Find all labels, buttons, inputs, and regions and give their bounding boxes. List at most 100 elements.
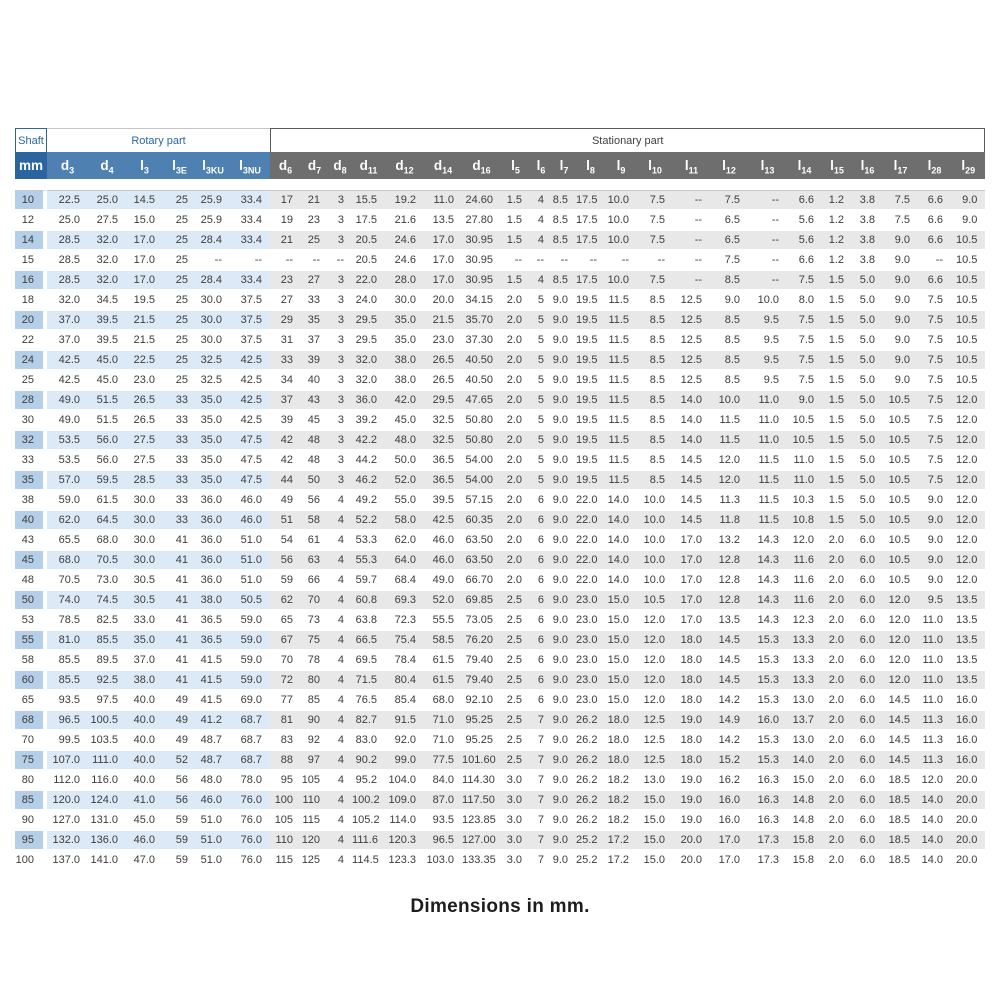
table-row-shaft-18: 18 32.0 34.5 19.5 25 30.0 37.5 27 33 3 24.0 30.0 20.…: [15, 291, 986, 311]
table-cell: 27: [301, 271, 329, 291]
table-row-shaft-58: 58 85.5 89.5 37.0 41 41.5 59.0 70 78 4 69.5 78.4 61.…: [15, 651, 986, 671]
table-cell: 36.0: [196, 491, 230, 511]
table-cell: 57.0: [47, 471, 88, 491]
table-cell: 11.0: [787, 471, 823, 491]
table-cell: 85.5: [47, 651, 88, 671]
table-cell: 11.5: [605, 291, 638, 311]
table-cell: 90: [301, 711, 329, 731]
table-cell: 4: [328, 691, 353, 711]
table-cell: 12.8: [710, 551, 749, 571]
table-cell: 4: [328, 751, 353, 771]
table-cell: --: [230, 251, 271, 271]
table-cell: 4: [328, 811, 353, 831]
table-cell: 97: [301, 751, 329, 771]
table-cell: 9.0: [883, 271, 919, 291]
table-cell: 24.60: [462, 190, 502, 211]
table-cell: 5.0: [852, 431, 884, 451]
table-cell: 5: [530, 451, 553, 471]
table-cell: 10.0: [637, 531, 674, 551]
table-cell: 18.0: [605, 731, 638, 751]
col-header-l29: l29: [951, 152, 986, 179]
table-cell: 40.0: [126, 751, 163, 771]
table-cell: 18.5: [883, 771, 919, 791]
table-cell: 9.0: [552, 471, 577, 491]
table-cell: 32.5: [424, 431, 463, 451]
table-cell: 101.60: [462, 751, 502, 771]
table-cell: 4: [328, 711, 353, 731]
table-cell: 10.5: [787, 431, 823, 451]
table-cell: 38.0: [385, 371, 425, 391]
table-cell: 16.0: [951, 751, 986, 771]
table-cell: 8.5: [637, 291, 674, 311]
table-cell: 15.5: [352, 190, 386, 211]
table-cell: 1.5: [822, 451, 853, 471]
table-cell: 16.0: [951, 691, 986, 711]
table-cell: 4: [328, 771, 353, 791]
table-cell: 63.8: [352, 611, 386, 631]
shaft-cell: 58: [15, 651, 47, 671]
table-cell: 2.0: [822, 771, 853, 791]
table-cell: 19.0: [673, 791, 711, 811]
table-cell: 32.0: [352, 371, 386, 391]
table-cell: 74.5: [88, 591, 126, 611]
table-cell: 76.0: [230, 831, 271, 851]
table-cell: 5.6: [787, 211, 823, 231]
table-cell: 22.0: [576, 491, 606, 511]
table-cell: 7.5: [918, 391, 952, 411]
table-cell: 30.0: [385, 291, 425, 311]
table-cell: 9.5: [918, 591, 952, 611]
table-cell: 8.5: [637, 411, 674, 431]
shaft-cell: 38: [15, 491, 47, 511]
shaft-cell: 60: [15, 671, 47, 691]
shaft-cell: 15: [15, 251, 47, 271]
table-cell: 14.3: [748, 591, 788, 611]
table-cell: 30.5: [126, 571, 163, 591]
table-cell: --: [576, 251, 606, 271]
table-cell: 8.0: [787, 291, 823, 311]
table-cell: 19.5: [576, 291, 606, 311]
table-cell: 15.3: [748, 691, 788, 711]
table-cell: 92.5: [88, 671, 126, 691]
table-cell: 11.5: [605, 471, 638, 491]
table-cell: 50.0: [385, 451, 425, 471]
table-cell: --: [673, 211, 711, 231]
table-cell: 13.5: [951, 651, 986, 671]
table-cell: 127.0: [47, 811, 88, 831]
table-cell: 15.3: [748, 671, 788, 691]
table-cell: 15.3: [748, 631, 788, 651]
table-cell: 9.0: [710, 291, 749, 311]
table-cell: 12.0: [883, 631, 919, 651]
table-cell: 29: [270, 311, 302, 331]
table-cell: 40.0: [126, 771, 163, 791]
table-cell: 66.70: [462, 571, 502, 591]
table-cell: 28.0: [385, 271, 425, 291]
table-cell: 26.2: [576, 811, 606, 831]
table-cell: 23.0: [576, 691, 606, 711]
col-header-l3NU: l3NU: [230, 152, 271, 179]
table-cell: 76.5: [352, 691, 386, 711]
shaft-cell: 90: [15, 811, 47, 831]
table-cell: 38.0: [126, 671, 163, 691]
table-cell: 36.0: [352, 391, 386, 411]
table-cell: 17.0: [710, 831, 749, 851]
table-cell: 11.5: [748, 491, 788, 511]
table-cell: 12.0: [637, 651, 674, 671]
table-cell: 72: [270, 671, 302, 691]
table-cell: 114.30: [462, 771, 502, 791]
table-cell: 80.4: [385, 671, 425, 691]
table-cell: 11.0: [918, 611, 952, 631]
table-cell: 55.3: [352, 551, 386, 571]
table-cell: 55.5: [424, 611, 463, 631]
table-cell: 11.5: [605, 371, 638, 391]
table-cell: 26.5: [126, 411, 163, 431]
table-cell: 28.5: [47, 251, 88, 271]
table-cell: 12.0: [637, 611, 674, 631]
table-cell: 15.8: [787, 851, 823, 871]
table-cell: 105: [270, 811, 302, 831]
table-cell: 12.5: [673, 371, 711, 391]
table-cell: 37.0: [126, 651, 163, 671]
table-cell: 63: [301, 551, 329, 571]
table-cell: 54: [270, 531, 302, 551]
table-cell: 16.3: [748, 771, 788, 791]
table-cell: 14.2: [710, 691, 749, 711]
